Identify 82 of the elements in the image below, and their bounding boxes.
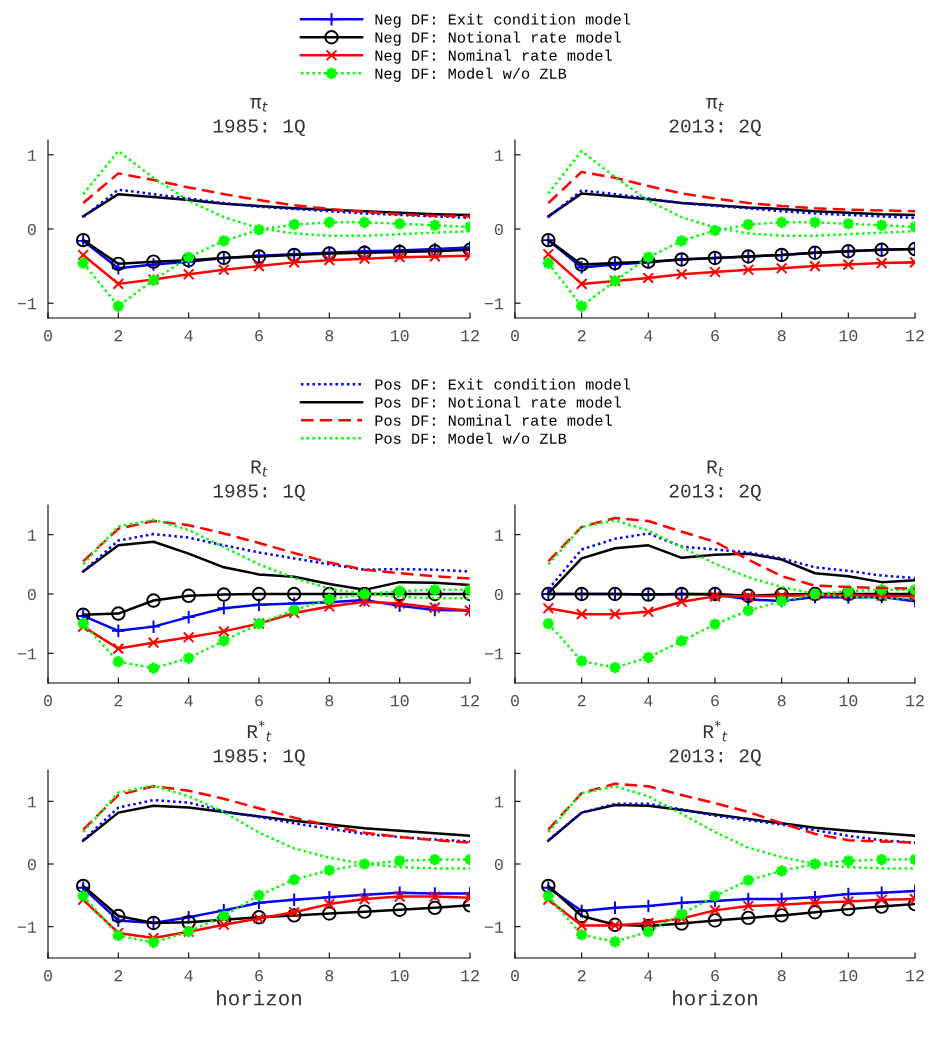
x-tick-label: 10 xyxy=(390,330,409,342)
x-tick-label: 6 xyxy=(711,970,719,982)
x-tick-label: 12 xyxy=(461,330,479,342)
x-tick-label: 6 xyxy=(711,695,719,707)
legend-label: Neg DF: Nominal rate model xyxy=(375,49,612,64)
x-tick-label: 2 xyxy=(577,970,586,982)
x-tick-label: 8 xyxy=(777,970,786,982)
x-tick-label: 12 xyxy=(906,695,924,707)
x-tick-label: 2 xyxy=(577,330,586,342)
x-tick-label: 4 xyxy=(184,695,193,707)
x-tick-label: 4 xyxy=(184,970,193,982)
x-tick-label: 0 xyxy=(511,695,519,707)
y-tick-label: 0 xyxy=(494,588,503,601)
y-tick-label: 1 xyxy=(28,149,37,161)
x-tick-label: 2 xyxy=(114,330,123,342)
x-tick-label: 8 xyxy=(777,695,786,707)
y-tick-label: 1 xyxy=(495,529,504,541)
x-tick-label: 8 xyxy=(325,970,334,982)
legend-label: Neg DF: Exit condition model xyxy=(375,13,631,28)
chart-subtitle: 1985: 1Q xyxy=(213,119,305,137)
x-tick-label: 4 xyxy=(644,970,653,982)
y-tick-label: 0 xyxy=(27,588,36,601)
x-tick-label: 0 xyxy=(44,695,52,707)
legend-label: Pos DF: Notional rate model xyxy=(375,396,621,408)
y-tick-label: 0 xyxy=(27,223,36,236)
y-tick-label: −1 xyxy=(17,298,37,310)
y-tick-label: 0 xyxy=(27,858,36,871)
chart-title: R$_{t}$ xyxy=(251,460,268,477)
y-tick-label: −1 xyxy=(484,298,504,310)
y-tick-label: 1 xyxy=(495,149,504,161)
x-tick-label: 8 xyxy=(777,330,786,342)
chart-subtitle: 1985: 1Q xyxy=(213,484,305,502)
y-tick-label: 1 xyxy=(28,796,37,808)
x-tick-label: 2 xyxy=(114,695,123,707)
chart-subtitle: 2013: 2Q xyxy=(669,119,761,137)
x-tick-label: 12 xyxy=(906,970,924,982)
x-tick-label: 6 xyxy=(255,695,263,707)
x-tick-label: 12 xyxy=(906,330,924,342)
x-tick-label: 4 xyxy=(644,330,653,342)
x-tick-label: 12 xyxy=(461,695,479,707)
x-tick-label: 4 xyxy=(644,695,653,707)
x-axis-title: horizon xyxy=(673,990,757,1006)
y-tick-label: 0 xyxy=(494,223,503,236)
x-tick-label: 8 xyxy=(325,695,334,707)
y-tick-label: 1 xyxy=(28,529,37,541)
x-tick-label: 0 xyxy=(44,970,52,982)
y-tick-label: 1 xyxy=(495,796,504,808)
chart-subtitle: 2013: 2Q xyxy=(669,749,761,766)
y-tick-label: −1 xyxy=(484,648,504,660)
chart-title: π$_{t}$ xyxy=(250,98,268,112)
y-tick-label: −1 xyxy=(17,921,37,933)
legend-label: Neg DF: Notional rate model xyxy=(375,31,621,46)
y-tick-label: 0 xyxy=(494,858,503,871)
x-tick-label: 6 xyxy=(711,330,719,342)
y-tick-label: −1 xyxy=(484,921,504,933)
x-tick-label: 6 xyxy=(255,330,263,342)
x-tick-label: 0 xyxy=(511,330,519,342)
legend-label: Neg DF: Model w/o ZLB xyxy=(375,67,567,82)
x-tick-label: 10 xyxy=(839,330,858,342)
chart-title: R$^{*}$$_{t}$ xyxy=(703,720,728,742)
legend-label: Pos DF: Nominal rate model xyxy=(375,414,612,426)
y-tick-label: −1 xyxy=(17,648,37,660)
x-tick-label: 8 xyxy=(325,330,334,342)
x-axis-title: horizon xyxy=(217,990,301,1006)
x-tick-label: 6 xyxy=(255,970,263,982)
legend-label: Pos DF: Exit condition model xyxy=(375,378,631,390)
chart-title: R$_{t}$ xyxy=(707,460,724,477)
x-tick-label: 2 xyxy=(114,970,123,982)
chart-subtitle: 2013: 2Q xyxy=(669,484,761,502)
chart-subtitle: 1985: 1Q xyxy=(213,749,305,766)
x-tick-label: 0 xyxy=(511,970,519,982)
x-tick-label: 2 xyxy=(577,695,586,707)
x-tick-label: 10 xyxy=(390,695,409,707)
chart-title: R$^{*}$$_{t}$ xyxy=(247,720,272,742)
chart-title: π$_{t}$ xyxy=(706,98,724,112)
legend-label: Pos DF: Model w/o ZLB xyxy=(375,432,567,444)
x-tick-label: 10 xyxy=(390,970,409,982)
x-tick-label: 4 xyxy=(184,330,193,342)
x-tick-label: 10 xyxy=(839,970,858,982)
x-tick-label: 12 xyxy=(461,970,479,982)
x-tick-label: 0 xyxy=(44,330,52,342)
x-tick-label: 10 xyxy=(839,695,858,707)
